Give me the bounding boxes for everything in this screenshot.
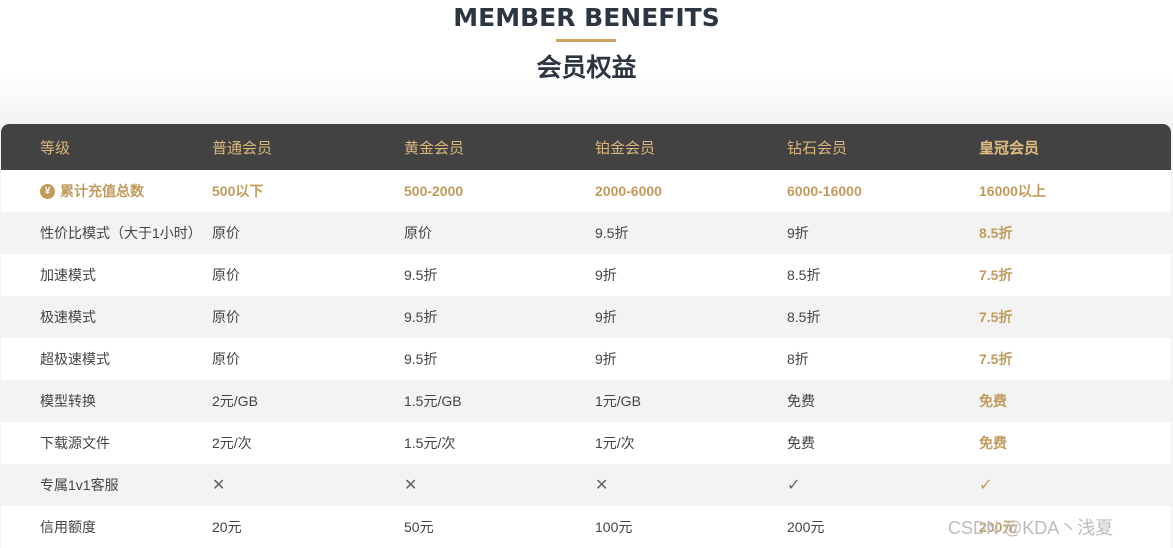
column-header-platinum: 铂金会员 <box>595 139 656 157</box>
cross-icon: ✕ <box>404 477 418 494</box>
table-cell: 1.5元/次 <box>404 435 456 451</box>
table-cell: 原价 <box>212 267 240 283</box>
table-cell: 50元 <box>404 519 434 535</box>
spend-value: 16000以上 <box>979 183 1046 199</box>
row-label: 专属1v1客服 <box>40 477 119 493</box>
watermark: CSDN @KDA丶浅夏 <box>948 518 1114 538</box>
row-label: 加速模式 <box>40 267 96 283</box>
table-cell: 9.5折 <box>404 351 438 367</box>
row-label: 性价比模式（大于1小时） <box>40 225 202 241</box>
table-cell: 200元 <box>979 519 1017 535</box>
table-row: 性价比模式（大于1小时） 原价 原价 9.5折 9折 8.5折 <box>1 212 1171 254</box>
spend-row-label: 累计充值总数 <box>60 183 144 199</box>
table-row: 下载源文件 2元/次 1.5元/次 1元/次 免费 免费 <box>1 422 1171 464</box>
spend-row-label-cell: ¥ 累计充值总数 <box>40 170 144 212</box>
table-cell: 1.5元/GB <box>404 393 462 409</box>
table-row: 模型转换 2元/GB 1.5元/GB 1元/GB 免费 免费 <box>1 380 1171 422</box>
table-row: 信用额度 20元 50元 100元 200元 200元 <box>1 506 1171 548</box>
title-divider <box>556 39 616 42</box>
check-icon: ✓ <box>979 477 993 494</box>
table-cell: 8折 <box>787 351 809 367</box>
table-cell: 2元/次 <box>212 435 252 451</box>
table-row: 专属1v1客服 ✕ ✕ ✕ ✓ ✓ <box>1 464 1171 506</box>
title-english: MEMBER BENEFITS <box>453 3 720 32</box>
table-cell: 7.5折 <box>979 351 1013 367</box>
row-label: 超极速模式 <box>40 351 110 367</box>
table-cell: 1元/GB <box>595 393 641 409</box>
cross-icon: ✕ <box>212 477 226 494</box>
table-cell: 7.5折 <box>979 309 1013 325</box>
table-cell: 200元 <box>787 519 825 535</box>
yen-coin-icon: ¥ <box>40 183 55 199</box>
table-cell: 免费 <box>979 435 1007 451</box>
table-cell: 9折 <box>787 225 809 241</box>
table-cell: 9.5折 <box>404 309 438 325</box>
table-cell: 9折 <box>595 309 617 325</box>
row-label: 模型转换 <box>40 393 96 409</box>
table-row: 超极速模式 原价 9.5折 9折 8折 7.5折 <box>1 338 1171 380</box>
column-header-diamond: 钻石会员 <box>787 139 848 157</box>
row-label: 信用额度 <box>40 519 96 535</box>
spend-value: 2000-6000 <box>595 183 662 199</box>
column-header-level: 等级 <box>40 139 71 157</box>
section-header: MEMBER BENEFITS 会员权益 <box>0 0 1173 124</box>
title-chinese: 会员权益 <box>536 53 637 82</box>
table-cell: 1元/次 <box>595 435 635 451</box>
spend-value: 500-2000 <box>404 183 464 199</box>
table-cell: 免费 <box>787 435 815 451</box>
table-cell: 7.5折 <box>979 267 1013 283</box>
spend-row: ¥ 累计充值总数 500以下 500-2000 2000-6000 6000-1… <box>1 170 1171 212</box>
column-header-crown: 皇冠会员 <box>979 139 1040 157</box>
benefits-table: 等级 普通会员 黄金会员 铂金会员 钻石会员 皇冠会员 ¥ 累计充值总数 500… <box>1 124 1171 548</box>
table-row: 加速模式 原价 9.5折 9折 8.5折 7.5折 <box>1 254 1171 296</box>
table-cell: 9.5折 <box>404 267 438 283</box>
spend-value: 6000-16000 <box>787 183 862 199</box>
table-cell: 免费 <box>787 393 815 409</box>
table-cell: 100元 <box>595 519 633 535</box>
table-cell: 原价 <box>404 225 432 241</box>
check-icon: ✓ <box>787 477 801 494</box>
cross-icon: ✕ <box>595 477 609 494</box>
column-header-gold: 黄金会员 <box>404 139 465 157</box>
table-cell: 原价 <box>212 225 240 241</box>
table-cell: 9.5折 <box>595 225 629 241</box>
table-cell: 9折 <box>595 351 617 367</box>
table-cell: 8.5折 <box>979 225 1013 241</box>
table-cell: 2元/GB <box>212 393 258 409</box>
table-row: 极速模式 原价 9.5折 9折 8.5折 7.5折 <box>1 296 1171 338</box>
spend-value: 500以下 <box>212 183 264 199</box>
table-cell: 原价 <box>212 309 240 325</box>
table-header-row: 等级 普通会员 黄金会员 铂金会员 钻石会员 皇冠会员 <box>1 124 1171 170</box>
table-cell: 20元 <box>212 519 242 535</box>
row-label: 下载源文件 <box>40 435 110 451</box>
column-header-regular: 普通会员 <box>212 139 273 157</box>
table-cell: 8.5折 <box>787 267 821 283</box>
row-label: 极速模式 <box>40 309 96 325</box>
table-cell: 原价 <box>212 351 240 367</box>
table-cell: 8.5折 <box>787 309 821 325</box>
table-cell: 免费 <box>979 393 1007 409</box>
table-cell: 9折 <box>595 267 617 283</box>
